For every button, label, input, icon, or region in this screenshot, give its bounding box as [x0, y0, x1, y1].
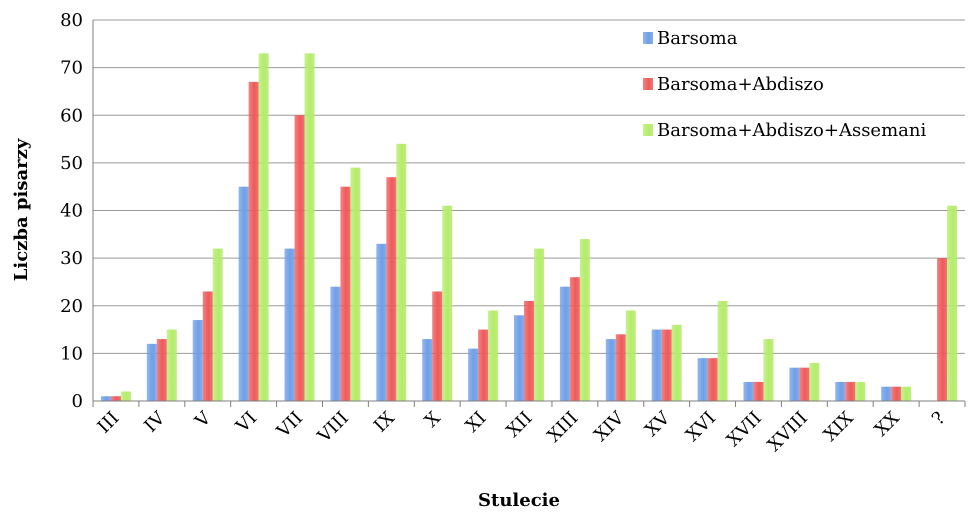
bar: [605, 339, 616, 401]
bar: [845, 381, 856, 401]
bar: [524, 300, 534, 401]
bar: [166, 329, 177, 401]
bar: [330, 286, 341, 401]
bar: [855, 381, 866, 401]
bar: [192, 320, 203, 401]
y-tick-label: 30: [60, 248, 83, 269]
legend-swatch: [643, 78, 653, 90]
bar: [376, 243, 387, 401]
x-tick-label: XVI: [682, 408, 720, 446]
bar: [442, 205, 453, 401]
bar: [202, 291, 213, 401]
x-tick-label: XIX: [820, 408, 858, 446]
bar: [625, 310, 636, 401]
bar: [671, 324, 682, 401]
bar: [937, 258, 948, 401]
bar: [304, 53, 315, 402]
y-tick-label: 50: [60, 153, 83, 174]
x-tick-label: XX: [871, 408, 904, 441]
bar: [146, 343, 157, 401]
bar: [120, 391, 131, 401]
x-tick-label: XII: [503, 408, 537, 442]
legend-swatch: [643, 32, 653, 44]
x-tick-label: III: [94, 408, 124, 438]
bar: [468, 348, 479, 401]
bar: [422, 339, 433, 401]
x-tick-label: VI: [231, 408, 261, 438]
legend: Barsoma Barsoma+Abdiszo Barsoma+Abdiszo+As…: [643, 28, 926, 141]
bar: [212, 248, 223, 401]
x-tick-label: IX: [370, 408, 399, 437]
x-tick-label: XI: [462, 408, 491, 437]
bar: [891, 386, 902, 401]
bar: [534, 248, 544, 401]
bar: [156, 339, 167, 401]
x-tick-label: ?: [928, 408, 950, 430]
y-tick-label: 10: [60, 343, 83, 364]
bar: [559, 286, 570, 401]
bar: [100, 396, 111, 401]
bar: [569, 277, 580, 401]
bar: [661, 329, 672, 401]
x-tick-label: X: [421, 408, 445, 432]
x-tick-label: VII: [272, 408, 307, 443]
x-tick-label: XIII: [543, 408, 582, 447]
bar: [789, 367, 800, 401]
bar: [110, 396, 121, 401]
bar: [615, 334, 626, 401]
bar: [947, 205, 958, 401]
bar: [651, 329, 662, 401]
legend-label: Barsoma+Abdiszo+Assemani: [657, 120, 926, 141]
bar: [350, 167, 361, 401]
axes: [92, 20, 966, 407]
bar: [478, 329, 489, 401]
x-tick-label: V: [191, 407, 216, 432]
x-tick-label: XV: [641, 407, 675, 441]
x-tick-label: XIV: [590, 407, 629, 446]
legend-label: Barsoma+Abdiszo: [657, 74, 824, 95]
grid: [93, 19, 965, 402]
bar: [488, 310, 499, 401]
x-tick-label: VIII: [313, 408, 353, 448]
y-tick-label: 0: [72, 391, 83, 412]
x-tick-label: XVIII: [764, 408, 812, 456]
x-tick-label: IV: [140, 407, 170, 437]
bar: [753, 381, 764, 401]
bar: [799, 367, 810, 401]
bar: [396, 143, 407, 401]
y-tick-label: 70: [60, 58, 83, 79]
bar: [579, 239, 590, 401]
bar: [707, 358, 718, 401]
bar: [432, 291, 443, 401]
bar: [386, 177, 397, 401]
bar: [248, 81, 259, 401]
y-tick-label: 20: [60, 296, 83, 317]
bar: [284, 248, 295, 401]
bar: [881, 386, 892, 401]
bar: [763, 339, 774, 401]
legend-label: Barsoma: [657, 28, 738, 49]
y-tick-label: 80: [60, 10, 83, 31]
bar: [901, 386, 912, 401]
legend-swatch: [643, 124, 653, 136]
bar: [258, 53, 269, 402]
x-axis-title: Stulecie: [478, 490, 560, 511]
y-axis-title: Liczba pisarzy: [11, 138, 32, 281]
y-tick-label: 40: [60, 201, 83, 222]
bar: [294, 115, 305, 401]
bar: [697, 358, 708, 401]
bar: [340, 186, 351, 401]
bar: [238, 186, 249, 401]
bar: [835, 381, 846, 401]
bars: [100, 53, 958, 402]
x-tick-label: XVII: [723, 408, 766, 451]
y-tick-label: 60: [60, 105, 83, 126]
bar: [809, 362, 820, 401]
bar: [717, 300, 728, 401]
bar: [743, 381, 754, 401]
bar: [514, 315, 524, 401]
